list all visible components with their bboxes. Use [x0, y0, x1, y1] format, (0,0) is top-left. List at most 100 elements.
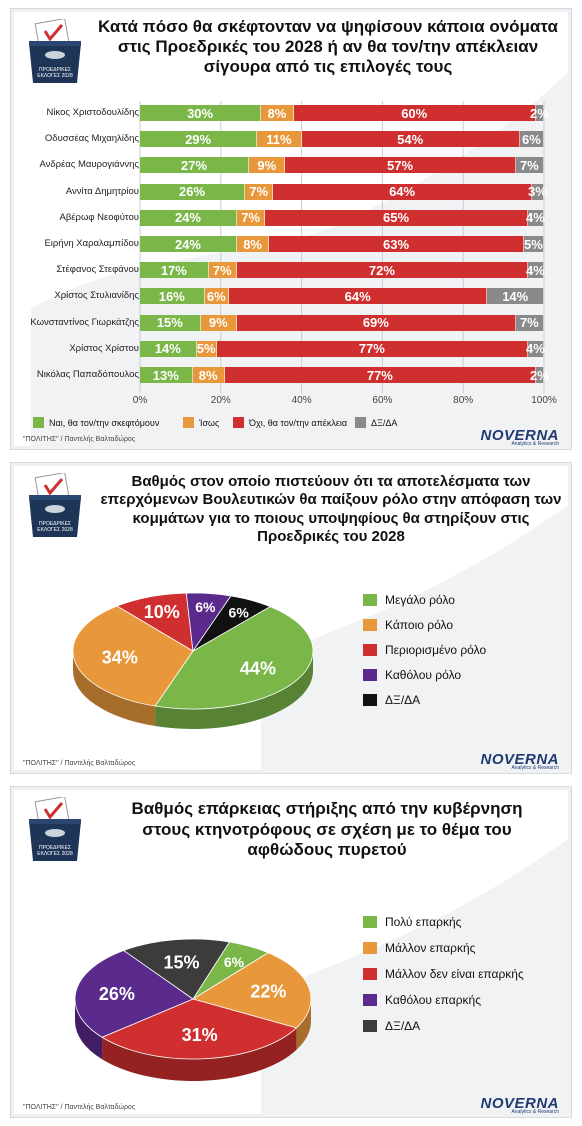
- legend-label: Καθόλου ρόλο: [385, 668, 462, 682]
- bar-segment: 11%: [257, 131, 302, 148]
- legend-item: Περιορισμένο ρόλο: [363, 643, 486, 657]
- legend-swatch: [183, 417, 194, 428]
- bar-segment: 9%: [200, 314, 237, 331]
- legend-label: Ίσως: [199, 417, 220, 428]
- noverna-logo: NOVERNA Analytics & Research: [480, 1095, 559, 1115]
- pie-chart-panel-2: ΠΡΟΕΔΡΙΚΕΣ ΕΚΛΟΓΕΣ 2028 Βαθμός επάρκειας…: [10, 786, 572, 1118]
- pie-slice: [122, 938, 231, 1000]
- chart-title: Βαθμός στον οποίο πιστεύουν ότι τα αποτε…: [100, 473, 562, 545]
- svg-text:ΠΡΟΕΔΡΙΚΕΣ: ΠΡΟΕΔΡΙΚΕΣ: [39, 845, 71, 851]
- x-tick-label: 40%: [291, 395, 312, 407]
- bar-segment: 13%: [140, 367, 193, 383]
- slice-value-label: 26%: [99, 984, 135, 1004]
- legend-swatch: [363, 942, 377, 954]
- x-tick-label: 60%: [372, 395, 393, 407]
- ballot-box-icon: ΠΡΟΕΔΡΙΚΕΣ ΕΚΛΟΓΕΣ 2028: [29, 797, 81, 861]
- ballot-badge-text: ΠΡΟΕΔΡΙΚΕΣ: [39, 67, 71, 73]
- bar-segment: 7%: [245, 183, 274, 200]
- category-label: Νίκος Χριστοδουλίδης: [46, 107, 140, 118]
- bar-segment: 27%: [140, 157, 250, 174]
- legend-swatch: [355, 417, 366, 428]
- legend-label: Περιορισμένο ρόλο: [385, 643, 487, 657]
- svg-text:ΕΚΛΟΓΕΣ 2028: ΕΚΛΟΓΕΣ 2028: [37, 851, 73, 857]
- bar-segment: 17%: [140, 262, 209, 279]
- slice-value-label: 10%: [144, 602, 180, 622]
- bar-segment: 8%: [192, 367, 225, 383]
- legend-swatch: [363, 594, 377, 606]
- legend-item: ΔΞ/ΔΑ: [363, 1019, 420, 1033]
- pie-slice: [192, 952, 312, 1029]
- bar-segment: 4%: [526, 209, 545, 226]
- source-credit: "ΠΟΛΙΤΗΣ" / Παντελής Βαλταδώρος: [23, 760, 136, 767]
- legend-item: Καθόλου επαρκής: [363, 993, 481, 1007]
- legend-item: Ίσως: [183, 417, 219, 428]
- legend-label: Πολύ επαρκής: [385, 915, 462, 929]
- category-label: Στέφανος Στεφάνου: [56, 264, 139, 276]
- pie-slice-side: [296, 999, 311, 1050]
- legend-item: ΔΞ/ΔΑ: [363, 693, 420, 707]
- bar-segment: 64%: [273, 183, 532, 200]
- noverna-logo: NOVERNA Analytics & Research: [480, 751, 559, 771]
- legend-item: Κάποιο ρόλο: [363, 618, 453, 632]
- bar-segment: 2%: [530, 105, 549, 121]
- bar-segment: 63%: [269, 236, 524, 252]
- slice-value-label: 6%: [229, 605, 250, 621]
- bar-segment: 3%: [528, 183, 547, 200]
- chart-title: Βαθμός επάρκειας στήριξης από την κυβέρν…: [131, 799, 523, 860]
- bar-segment: 29%: [140, 131, 258, 148]
- ballot-box-icon: ΠΡΟΕΔΡΙΚΕΣ ΕΚΛΟΓΕΣ 2028: [29, 19, 81, 83]
- bar-segment: 54%: [301, 131, 520, 148]
- pie-slice: [192, 595, 272, 652]
- category-label: Νικόλας Παπαδόπουλος: [36, 369, 139, 380]
- category-label: Χρίστος Χρίστου: [69, 342, 139, 354]
- bar-segment: 60%: [293, 105, 536, 121]
- source-credit: "ΠΟΛΙΤΗΣ" / Παντελής Βαλταδώρος: [23, 436, 136, 443]
- bar-segment: 65%: [265, 209, 528, 226]
- slice-value-label: 44%: [240, 659, 276, 679]
- pie-slice-side: [102, 1027, 297, 1081]
- pie-slice: [116, 592, 194, 652]
- grid-lines: [139, 101, 545, 394]
- legend-swatch: [363, 916, 377, 928]
- bar-segment: 69%: [236, 314, 516, 331]
- legend-swatch: [363, 1020, 377, 1032]
- bar-segment: 24%: [140, 209, 237, 226]
- pie-slice-side: [73, 651, 156, 727]
- legend-swatch: [363, 968, 377, 980]
- bar-segment: 72%: [236, 262, 528, 279]
- bar-segment: 26%: [140, 183, 246, 200]
- slice-value-label: 6%: [224, 954, 245, 970]
- legend-label: Μάλλον επαρκής: [385, 941, 476, 955]
- bar-segment: 64%: [228, 288, 488, 305]
- category-label: Αβέρωφ Νεοφύτου: [59, 211, 140, 223]
- legend-item: Όχι, θα τον/την απέκλεια: [233, 417, 347, 428]
- bar-segment: 5%: [196, 340, 217, 357]
- legend-item: Ναι, θα τον/την σκεφτόμουν: [33, 417, 159, 428]
- chart-title: Κατά πόσο θα σκέφτονταν να ψηφίσουν κάπο…: [98, 17, 558, 76]
- legend-label: ΔΞ/ΔΑ: [371, 417, 398, 428]
- pie-slice: [72, 605, 194, 707]
- bar-segment: 6%: [519, 131, 544, 148]
- slice-value-label: 15%: [164, 952, 200, 972]
- legend-swatch: [33, 417, 44, 428]
- x-tick-label: 100%: [531, 395, 557, 407]
- bar-segment: 5%: [523, 236, 544, 252]
- legend-swatch: [233, 417, 244, 428]
- legend-label: Ναι, θα τον/την σκεφτόμουν: [49, 417, 160, 428]
- legend-label: Μεγάλο ρόλο: [385, 593, 455, 607]
- legend-label: Όχι, θα τον/την απέκλεια: [249, 417, 348, 428]
- bar-segment: 4%: [526, 262, 545, 279]
- legend-swatch: [363, 619, 377, 631]
- legend-label: Κάποιο ρόλο: [385, 618, 454, 632]
- legend-item: ΔΞ/ΔΑ: [355, 417, 397, 428]
- legend-label: Καθόλου επαρκής: [385, 993, 481, 1007]
- bar-segment: 6%: [204, 288, 229, 305]
- bar-chart-panel: ΠΡΟΕΔΡΙΚΕΣ ΕΚΛΟΓΕΣ 2028 Κατά πόσο θα σκέ…: [10, 8, 572, 450]
- bar-segment: 7%: [515, 157, 544, 174]
- bar-segment: 8%: [236, 236, 270, 252]
- legend-swatch: [363, 669, 377, 681]
- legend-swatch: [363, 694, 377, 706]
- bar-segment: 24%: [140, 236, 237, 252]
- bar-segment: 16%: [140, 288, 205, 305]
- slice-value-label: 31%: [182, 1025, 218, 1045]
